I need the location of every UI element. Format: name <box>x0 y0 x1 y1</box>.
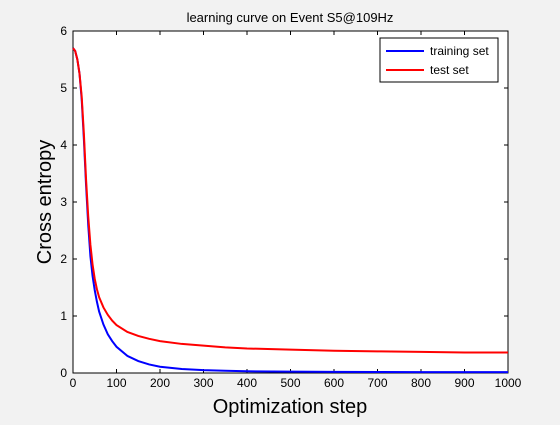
y-tick-label: 0 <box>60 366 67 380</box>
legend-label-test: test set <box>430 63 469 77</box>
y-tick-label: 5 <box>60 81 67 95</box>
x-tick-label: 1000 <box>495 376 522 390</box>
y-tick-label: 4 <box>60 138 67 152</box>
x-tick-label: 300 <box>193 376 213 390</box>
x-axis-label: Optimization step <box>213 396 368 418</box>
x-tick-label: 700 <box>367 376 387 390</box>
legend: training set test set <box>380 38 498 82</box>
x-tick-label: 400 <box>237 376 257 390</box>
x-tick-label: 500 <box>280 376 300 390</box>
x-tick-label: 100 <box>106 376 126 390</box>
y-axis-label: Cross entropy <box>34 140 56 265</box>
x-tick-label: 0 <box>70 376 77 390</box>
y-tick-label: 1 <box>60 309 67 323</box>
y-tick-label: 6 <box>60 24 67 38</box>
y-tick-label: 3 <box>60 195 67 209</box>
x-tick-label: 200 <box>150 376 170 390</box>
y-tick-label: 2 <box>60 252 67 266</box>
x-tick-label: 900 <box>454 376 474 390</box>
x-tick-label: 600 <box>324 376 344 390</box>
x-tick-label: 800 <box>411 376 431 390</box>
chart-title: learning curve on Event S5@109Hz <box>187 10 394 25</box>
legend-label-training: training set <box>430 44 489 58</box>
